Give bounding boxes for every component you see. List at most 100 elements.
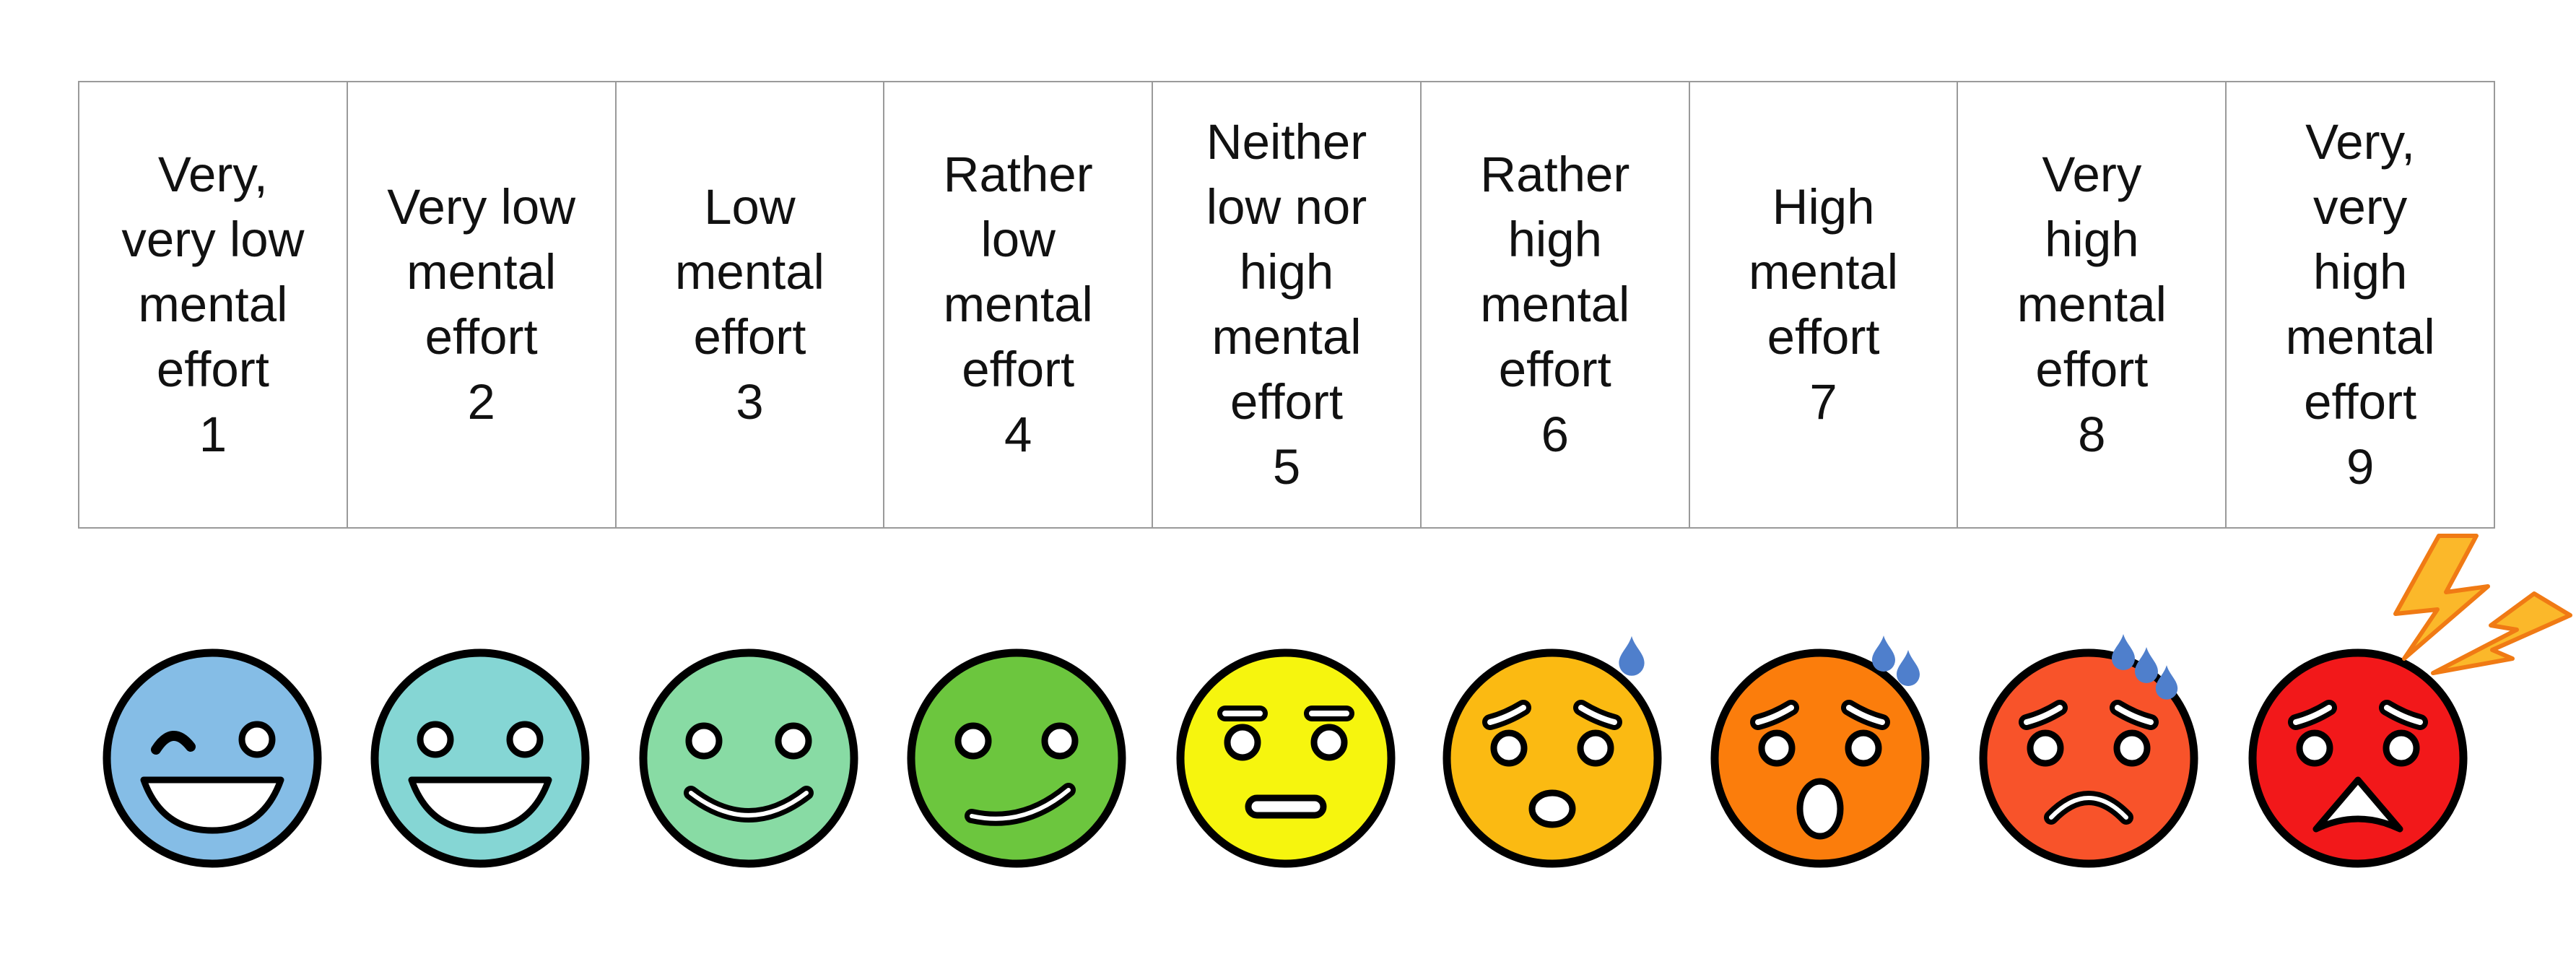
scale-number: 6 [1541, 407, 1569, 462]
eye [1310, 724, 1348, 761]
scale-label-line: effort [2304, 374, 2417, 430]
scale-label-line: mental [1211, 309, 1362, 365]
scale-label-line: Neither [1206, 114, 1367, 170]
face-circle [1176, 648, 1396, 868]
scale-label-line: high [2312, 244, 2408, 300]
grinning-face-icon [370, 648, 590, 868]
eye [2296, 729, 2333, 767]
sweat-drop-icon [2135, 647, 2158, 683]
wink-eye [151, 731, 196, 755]
scale-label-line: mental [1749, 244, 1899, 300]
eye [685, 722, 723, 760]
eye [1224, 724, 1261, 761]
mouth [2312, 776, 2403, 833]
eyebrow-highlight [1755, 705, 1794, 725]
scale-label-line: effort [156, 342, 269, 397]
mouth [1245, 794, 1327, 819]
scale-number: 9 [2346, 439, 2375, 495]
mouth [140, 776, 284, 834]
eye [2383, 729, 2420, 767]
face-circle [1710, 648, 1930, 868]
scale-label-line: high [1239, 244, 1334, 300]
scale-label-line: mental [1480, 277, 1630, 332]
scale-label-line: High [1772, 179, 1875, 235]
scale-number: 7 [1809, 374, 1837, 430]
scale-label-line: effort [1767, 309, 1880, 365]
smiling-face-icon [639, 648, 858, 868]
sweat-drop-icon [2112, 634, 2135, 670]
anguished-face-icon [2248, 648, 2468, 868]
lightning-bolt-icon [2393, 534, 2490, 661]
scale-cell-3: Low mental effort 3 [614, 82, 884, 527]
scale-number: 4 [1004, 407, 1032, 462]
scale-label-line: effort [1498, 342, 1611, 397]
mouth-highlight [970, 788, 1071, 821]
scale-label-line: low nor [1206, 179, 1367, 235]
scale-cell-9: Very, very high mental effort 9 [2225, 82, 2496, 527]
scale-label-line: mental [138, 277, 288, 332]
eye [1041, 722, 1079, 760]
eye [2027, 729, 2064, 767]
winking-laughing-face-icon [103, 648, 322, 868]
scale-cell-4: Rather low mental effort 4 [883, 82, 1152, 527]
mouth [1796, 778, 1844, 840]
eyebrow-highlight [1846, 705, 1885, 725]
scale-cell-6: Rather high mental effort 6 [1419, 82, 1689, 527]
scale-label-line: Low [704, 179, 796, 235]
sweat-drop-icon [2155, 665, 2178, 700]
eye [775, 722, 812, 760]
surprised-face-icon [1710, 635, 1930, 868]
scale-number: 1 [199, 407, 227, 462]
eyebrow-highlight [2384, 705, 2423, 725]
mouth [408, 776, 552, 834]
scale-cell-5: Neither low nor high mental effort 5 [1152, 82, 1420, 527]
eyebrow-highlight [2024, 705, 2063, 725]
scale-label-line: effort [962, 342, 1075, 397]
scale-label-line: Very [2042, 147, 2142, 202]
scale-cell-8: Very high mental effort 8 [1957, 82, 2225, 527]
scale-number: 2 [467, 374, 495, 430]
eye [506, 721, 544, 758]
face-circle [907, 648, 1126, 868]
eye [1490, 729, 1528, 767]
eyebrow-highlight [1487, 705, 1526, 725]
sweat-drop-icon [1619, 635, 1645, 676]
scale-number: 8 [2078, 407, 2106, 462]
scale-label-line: high [1507, 212, 1603, 267]
scale-cell-7: High mental effort 7 [1688, 82, 1957, 527]
scale-label-line: mental [406, 244, 557, 300]
eyebrow-highlight [2115, 705, 2154, 725]
sweat-drop-icon [1872, 635, 1895, 672]
face-circle [1979, 648, 2198, 868]
eyebrow-highlight [2293, 705, 2332, 725]
mouth-highlight [689, 791, 809, 817]
smirking-face-icon [907, 648, 1126, 868]
eye [1845, 729, 1882, 767]
sweat-drop-icon [1897, 650, 1920, 686]
eye [1577, 729, 1614, 767]
eye [1758, 729, 1796, 767]
scale-label-line: effort [425, 309, 538, 365]
eye [2113, 729, 2151, 767]
scale-number: 3 [736, 374, 764, 430]
face-circle [1443, 648, 1662, 868]
scale-label-line: Rather [1480, 147, 1630, 202]
mouth-highlight [2049, 796, 2128, 820]
scale-label-line: mental [2016, 277, 2167, 332]
scale-label-line: low [980, 212, 1056, 267]
neutral-face-icon [1176, 648, 1396, 868]
scale-label-line: mental [943, 277, 1093, 332]
scale-cell-1: Very, very low mental effort 1 [78, 82, 347, 527]
face-circle [2248, 648, 2468, 868]
scale-cell-2: Very low mental effort 2 [346, 82, 615, 527]
eye [417, 721, 454, 758]
lightning-bolt-icon [2431, 591, 2572, 675]
scale-label-line: high [2045, 212, 2139, 267]
scale-label-line: mental [2285, 309, 2435, 365]
face-circle [639, 648, 858, 868]
eye [954, 722, 992, 760]
scale-label-line: mental [674, 244, 824, 300]
eye [238, 721, 276, 758]
scale-label-line: Rather [943, 147, 1093, 202]
scale-label-line: Very low [387, 179, 576, 235]
